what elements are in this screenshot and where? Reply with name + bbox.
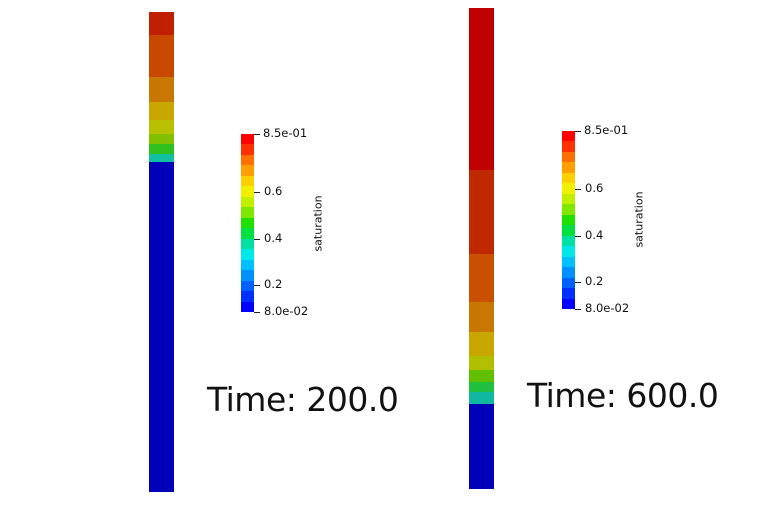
column-segment (469, 382, 494, 392)
column-segment (149, 35, 174, 77)
colorbar-min-tick (575, 309, 581, 310)
colorbar-swatch (562, 257, 575, 267)
colorbar-swatch (241, 165, 254, 176)
colorbar-min-label: 8.0e-02 (264, 304, 309, 318)
colorbar-tick-0-4 (254, 239, 260, 240)
colorbar-swatch (241, 228, 254, 239)
colorbar-tick-0-6 (575, 189, 581, 190)
colorbar-swatch (562, 288, 575, 299)
colorbar (241, 134, 254, 312)
panel-time-200: 8.5e-01 0.6 0.4 0.2 8.0e-02 saturation T… (149, 12, 399, 492)
colorbar-swatch (241, 155, 254, 165)
column-segment (469, 8, 494, 170)
colorbar-swatch (241, 197, 254, 207)
panel-time-600: 8.5e-01 0.6 0.4 0.2 8.0e-02 saturation T… (469, 8, 719, 489)
colorbar-swatch (562, 225, 575, 236)
colorbar-swatch (241, 207, 254, 218)
colorbar-swatch (241, 134, 254, 144)
colorbar-swatch (241, 218, 254, 228)
column-segment (469, 170, 494, 254)
colorbar-swatch (241, 176, 254, 186)
colorbar-swatch (562, 278, 575, 288)
colorbar-tick-label: 0.4 (585, 228, 604, 242)
column-segment (469, 254, 494, 302)
colorbar-swatch (241, 270, 254, 281)
colorbar-swatch (562, 215, 575, 225)
column-segment (469, 392, 494, 404)
colorbar-swatch (562, 267, 575, 278)
colorbar-swatch (562, 152, 575, 162)
column-segment (149, 134, 174, 144)
column-segment (149, 12, 174, 35)
colorbar-tick-0-6 (254, 192, 260, 193)
colorbar-tick-0-2 (254, 285, 260, 286)
colorbar-swatch (562, 236, 575, 246)
colorbar-swatch (241, 144, 254, 155)
colorbar-swatch (241, 302, 254, 312)
colorbar-tick-label: 0.2 (264, 277, 283, 291)
column-segment (469, 356, 494, 370)
colorbar-swatch (562, 183, 575, 194)
saturation-column (149, 12, 174, 492)
column-segment (149, 77, 174, 102)
colorbar-tick-0-2 (575, 282, 581, 283)
colorbar-min-tick (254, 312, 260, 313)
column-segment (149, 102, 174, 120)
colorbar-swatch (562, 194, 575, 204)
column-segment (149, 120, 174, 134)
colorbar-tick-0-4 (575, 236, 581, 237)
colorbar-max-tick (254, 134, 260, 135)
column-segment (469, 370, 494, 382)
colorbar-swatch (241, 260, 254, 270)
colorbar-swatch (241, 281, 254, 291)
column-segment (469, 302, 494, 332)
colorbar-swatch (241, 291, 254, 302)
saturation-column (469, 8, 494, 489)
colorbar-swatch (562, 141, 575, 152)
colorbar-tick-label: 0.2 (585, 274, 604, 288)
colorbar-swatch (241, 249, 254, 260)
colorbar-swatch (562, 131, 575, 141)
colorbar-tick-label: 0.6 (585, 181, 604, 195)
column-segment (149, 162, 174, 492)
column-segment (149, 154, 174, 162)
colorbar-min-label: 8.0e-02 (585, 301, 630, 315)
colorbar-max-tick (575, 131, 581, 132)
colorbar-swatch (562, 204, 575, 215)
column-segment (149, 144, 174, 154)
time-label: Time: 600.0 (527, 376, 719, 415)
colorbar-max-label: 8.5e-01 (584, 123, 629, 137)
colorbar-tick-label: 0.6 (264, 184, 283, 198)
column-segment (469, 404, 494, 489)
colorbar-max-label: 8.5e-01 (263, 126, 308, 140)
colorbar-swatch (562, 173, 575, 183)
time-label: Time: 200.0 (207, 380, 399, 419)
colorbar-swatch (562, 246, 575, 257)
colorbar-swatch (241, 239, 254, 249)
colorbar-title: saturation (632, 191, 646, 248)
colorbar-swatch (562, 299, 575, 309)
colorbar-swatch (562, 162, 575, 173)
column-segment (469, 332, 494, 356)
colorbar-swatch (241, 186, 254, 197)
colorbar (562, 131, 575, 309)
colorbar-tick-label: 0.4 (264, 231, 283, 245)
